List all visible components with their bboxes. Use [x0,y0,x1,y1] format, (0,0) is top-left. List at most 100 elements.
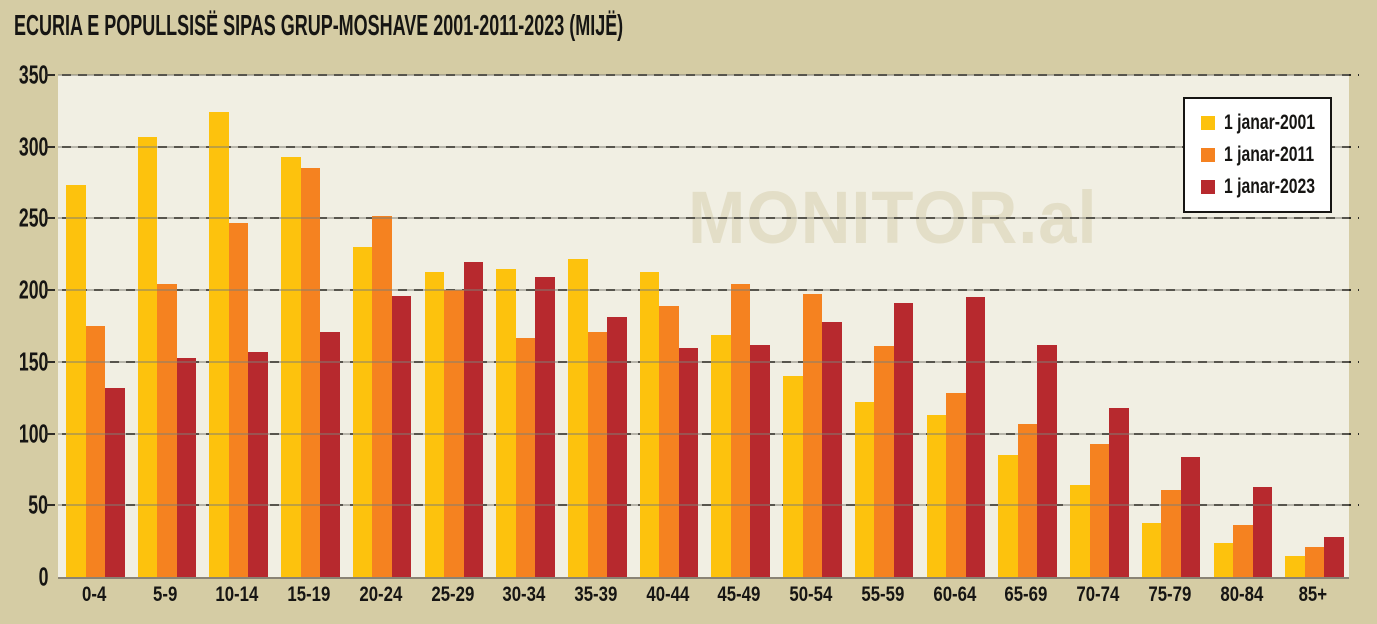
bar-2023 [105,387,125,577]
x-axis-label: 75-79 [1148,583,1192,606]
x-axis-label: 45-49 [717,583,761,606]
bar-2011 [1017,423,1038,577]
bar-group-55-59 [847,75,919,577]
bar-group-80-84 [1206,75,1278,577]
x-axis-label: 65-69 [1004,583,1048,606]
bar-2011 [372,215,392,577]
legend-swatch-2011 [1201,148,1215,162]
bar-2023 [678,347,699,577]
bar-2001 [496,268,516,577]
bar-2023 [1109,407,1129,577]
legend-label: 1 janar-2011 [1224,143,1315,166]
bar-2011 [802,294,823,577]
x-axis-label: 80-84 [1219,583,1263,606]
bar-2001 [352,247,373,577]
bar-group-50-54 [775,75,847,577]
y-axis-label: 100 [18,418,48,449]
bar-2023 [391,295,412,577]
bar-2011 [1089,443,1110,577]
bar-2023 [750,344,770,577]
bars-layer [58,75,1349,577]
bar-2011 [157,284,177,577]
x-axis-label: 5-9 [153,583,178,606]
gridline-overlay [58,504,1349,507]
bar-group-70-74 [1062,75,1134,577]
x-axis: 0-4 5-9 10-14 15-19 20-24 25-29 30-34 35-39 40-4… [58,583,1349,613]
bar-2001 [639,271,660,577]
bar-2011 [85,326,105,577]
y-axis-label: 250 [18,202,48,233]
legend-label: 1 janar-2023 [1224,175,1316,198]
x-axis-label: 40-44 [646,583,690,606]
bar-2023 [893,303,914,577]
x-axis-label: 85+ [1298,583,1328,606]
gridline-overlay [58,217,1349,220]
bar-group-35-39 [560,75,632,577]
bar-2011 [946,393,966,577]
gridline-overlay [58,360,1349,363]
legend-swatch-2001 [1201,116,1215,130]
x-axis-label: 70-74 [1076,583,1120,606]
bar-group-0-4 [58,75,130,577]
x-axis-line [58,577,1349,579]
y-axis-label: 200 [18,274,48,305]
bar-2011 [659,305,679,577]
x-axis-label: 35-39 [574,583,618,606]
bar-2001 [998,455,1018,577]
bar-2023 [1180,456,1201,577]
bar-2001 [1213,542,1233,577]
gridline-overlay [58,74,1349,76]
gridline-overlay [58,289,1349,292]
bar-group-75-79 [1134,75,1206,577]
bar-group-5-9 [130,75,202,577]
gridline-overlay [58,145,1349,148]
x-axis-label: 15-19 [287,583,331,606]
x-axis-label: 55-59 [861,583,905,606]
bar-group-65-69 [990,75,1062,577]
x-axis-label: 30-34 [502,583,546,606]
y-axis-label: 300 [18,131,48,162]
bar-group-85+ [1277,75,1349,577]
chart-title: ECURIA E POPULLSISË SIPAS GRUP-MOSHAVE 2… [14,10,624,42]
bar-2001 [783,376,803,577]
bar-2011 [228,222,249,577]
bar-2023 [1037,344,1057,577]
bar-2023 [248,351,268,577]
y-axis-label: 0 [38,561,48,592]
x-axis-label: 25-29 [430,583,474,606]
y-axis-label: 150 [18,346,48,377]
bar-2001 [1285,555,1305,577]
legend-item-2001: 1 janar-2001 [1201,111,1330,135]
bar-2023 [463,261,484,577]
bar-2011 [730,284,751,577]
bar-group-20-24 [345,75,417,577]
bar-2011 [300,168,321,577]
x-axis-label: 60-64 [932,583,976,606]
bar-2011 [1304,546,1325,577]
bar-2001 [854,402,875,577]
x-axis-label: 10-14 [215,583,259,606]
bar-2001 [209,112,229,577]
bar-2001 [281,156,301,577]
bar-2001 [1070,485,1090,577]
x-axis-label: 0-4 [81,583,106,606]
bar-2011 [1233,525,1253,577]
bar-group-15-19 [273,75,345,577]
bar-2023 [1324,536,1344,577]
bar-2011 [515,337,536,577]
bar-2023 [607,317,627,577]
bar-group-10-14 [201,75,273,577]
bar-2011 [1161,489,1181,577]
x-axis-label: 20-24 [359,583,403,606]
bar-group-45-49 [703,75,775,577]
legend-swatch-2023 [1201,180,1215,194]
bar-group-30-34 [488,75,560,577]
legend-label: 1 janar-2001 [1224,111,1316,134]
bar-group-40-44 [632,75,704,577]
bar-2023 [965,297,986,577]
legend-item-2011: 1 janar-2011 [1201,143,1330,167]
bar-2011 [874,346,894,577]
bar-2001 [926,414,947,577]
bar-2001 [424,271,445,577]
